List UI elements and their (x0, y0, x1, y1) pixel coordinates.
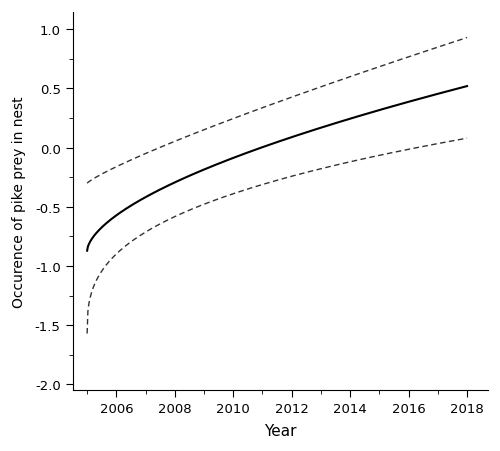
Y-axis label: Occurence of pike prey in nest: Occurence of pike prey in nest (12, 96, 26, 307)
X-axis label: Year: Year (264, 423, 296, 438)
